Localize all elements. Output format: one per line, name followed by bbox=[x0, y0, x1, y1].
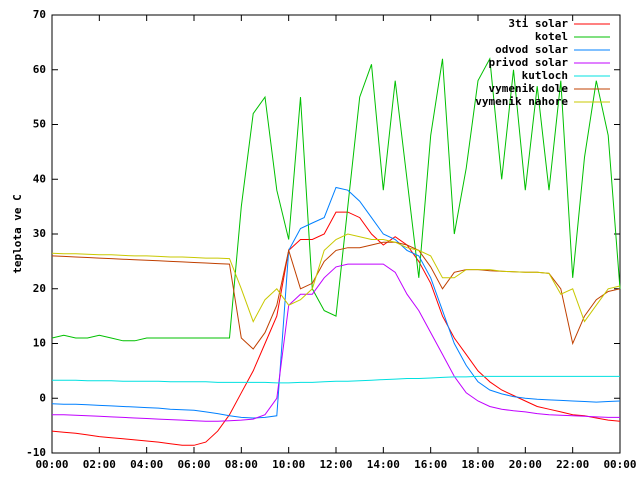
x-tick-label: 14:00 bbox=[367, 458, 400, 471]
y-axis-label: teplota ve C bbox=[11, 194, 24, 273]
x-tick-label: 00:00 bbox=[35, 458, 68, 471]
x-tick-label: 02:00 bbox=[83, 458, 116, 471]
legend-label: odvod solar bbox=[495, 43, 568, 56]
y-tick-label: 60 bbox=[33, 63, 46, 76]
y-tick-label: 30 bbox=[33, 227, 46, 240]
series-line bbox=[51, 233, 621, 323]
series-line bbox=[52, 375, 620, 384]
y-tick-label: 40 bbox=[33, 172, 46, 185]
legend-label: vymenik nahore bbox=[475, 95, 568, 108]
x-tick-label: 18:00 bbox=[461, 458, 494, 471]
y-tick-label: 70 bbox=[33, 8, 46, 21]
legend-label: vymenik dole bbox=[489, 82, 569, 95]
legend-label: kutloch bbox=[522, 69, 568, 82]
y-tick-label: 0 bbox=[39, 391, 46, 404]
x-tick-label: 10:00 bbox=[272, 458, 305, 471]
x-tick-label: 04:00 bbox=[130, 458, 163, 471]
x-tick-label: 20:00 bbox=[509, 458, 542, 471]
y-tick-label: 20 bbox=[33, 282, 46, 295]
x-tick-label: 08:00 bbox=[225, 458, 258, 471]
legend-label: privod solar bbox=[489, 56, 569, 69]
x-tick-label: 00:00 bbox=[603, 458, 636, 471]
series-line bbox=[51, 211, 621, 446]
x-tick-label: 12:00 bbox=[319, 458, 352, 471]
series-line bbox=[51, 186, 621, 419]
series-line bbox=[51, 241, 621, 350]
x-tick-label: 06:00 bbox=[177, 458, 210, 471]
series-line bbox=[51, 57, 621, 342]
legend-label: 3ti solar bbox=[508, 17, 568, 30]
x-tick-label: 22:00 bbox=[556, 458, 589, 471]
series-line bbox=[52, 263, 620, 422]
legend-label: kotel bbox=[535, 30, 568, 43]
x-tick-label: 16:00 bbox=[414, 458, 447, 471]
y-tick-label: 50 bbox=[33, 118, 46, 131]
y-tick-label: 10 bbox=[33, 337, 46, 350]
y-tick-label: -10 bbox=[26, 446, 46, 459]
